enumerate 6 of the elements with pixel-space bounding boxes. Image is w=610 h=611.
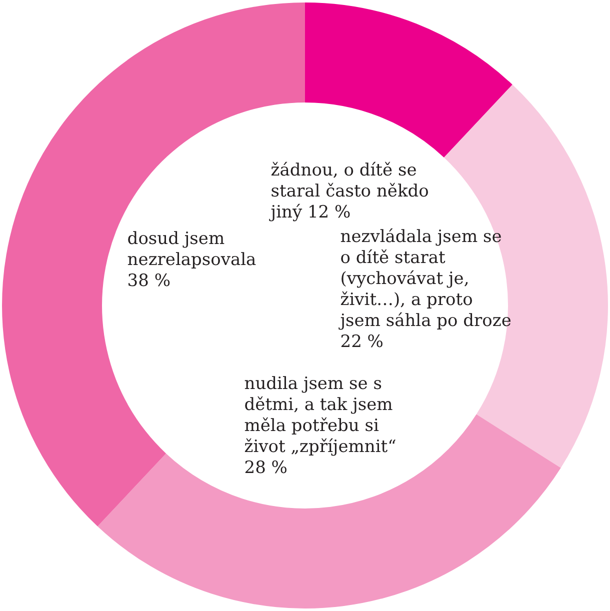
data-label: 22 % <box>340 332 384 352</box>
slice-label: nudila jsem se s dětmi, a tak jsem měla potřebu si život „zpříjemnit“ <box>244 374 396 457</box>
data-label: 38 % <box>127 271 171 292</box>
slice-label: nezvládala jsem se o dítě starat (vychovávat je, živit…), a proto jsem sáhla po droze <box>338 227 512 332</box>
slice-label: dosud jsem nezrelapsovala <box>127 229 256 270</box>
data-label: 28 % <box>244 458 288 478</box>
